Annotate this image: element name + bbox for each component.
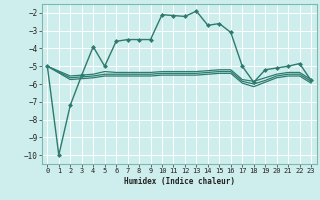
X-axis label: Humidex (Indice chaleur): Humidex (Indice chaleur) [124, 177, 235, 186]
